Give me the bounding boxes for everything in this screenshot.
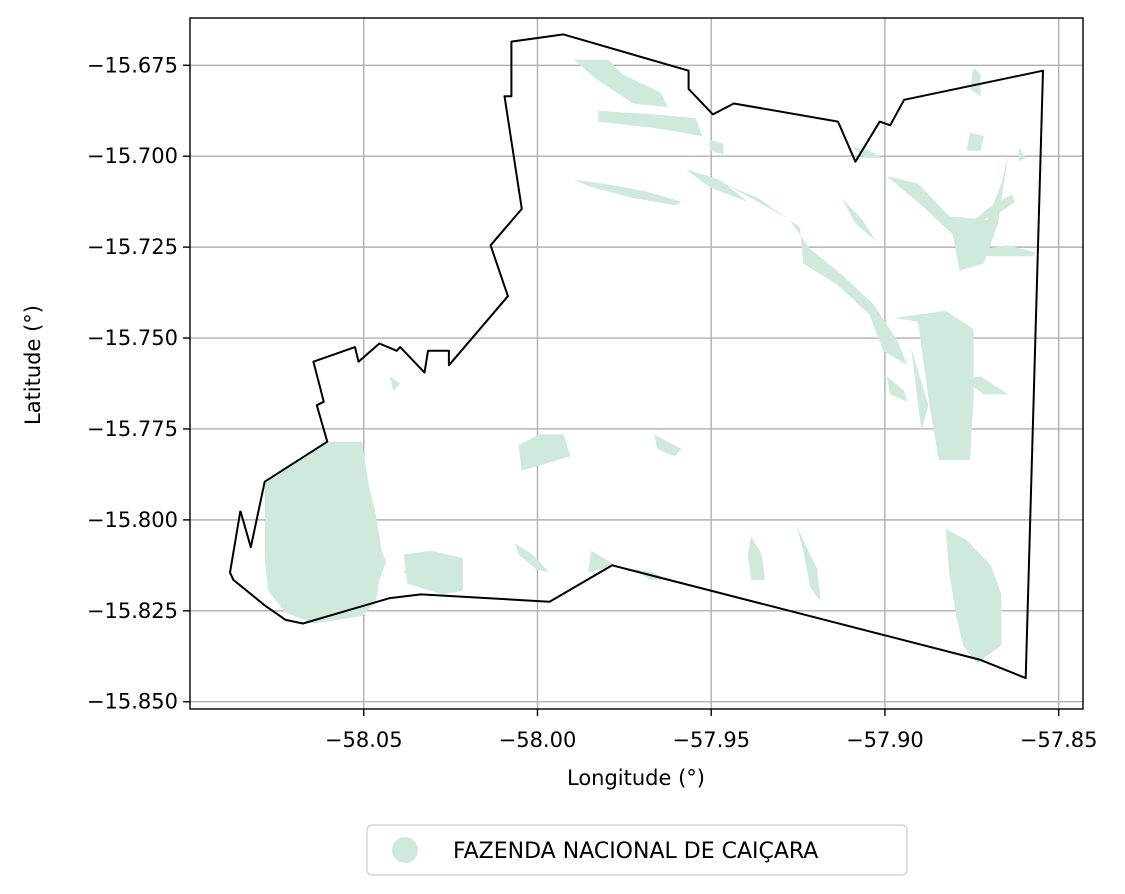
conservation-area-patch <box>963 376 1009 395</box>
conservation-area-patch <box>970 67 981 97</box>
boundary-line <box>229 33 1044 680</box>
conservation-area-patch <box>598 110 703 137</box>
y-tick-label: −15.725 <box>87 235 178 259</box>
conservation-area-patch <box>886 376 908 402</box>
y-tick-label: −15.775 <box>87 417 178 441</box>
legend: FAZENDA NACIONAL DE CAIÇARA <box>366 824 908 876</box>
conservation-area-polygons <box>264 59 1037 664</box>
conservation-area-patch <box>841 198 877 242</box>
y-axis-title: Latitude (°) <box>21 305 45 425</box>
conservation-area-patch <box>886 125 1016 271</box>
conservation-area-patch <box>970 194 1016 224</box>
conservation-area-patch <box>893 310 974 460</box>
conservation-area-patch <box>851 147 884 158</box>
conservation-area-patch <box>365 529 387 580</box>
conservation-area-patch <box>911 347 929 431</box>
x-tick-label: −57.95 <box>672 728 750 752</box>
y-tick-label: −15.700 <box>87 144 178 168</box>
conservation-area-patch <box>403 550 463 595</box>
conservation-area-patch <box>264 441 383 624</box>
x-tick-label: −57.90 <box>846 728 924 752</box>
conservation-area-patch <box>587 550 616 573</box>
y-tick-label: −15.750 <box>87 326 178 350</box>
conservation-area-patch <box>518 434 571 471</box>
y-tick-label: −15.825 <box>87 599 178 623</box>
legend-marker <box>392 837 418 863</box>
conservation-area-patch <box>723 183 908 366</box>
conservation-area-patch <box>313 594 335 609</box>
legend-label: FAZENDA NACIONAL DE CAIÇARA <box>453 839 818 864</box>
x-axis-title: Longitude (°) <box>567 766 705 790</box>
conservation-area-patch <box>403 561 425 580</box>
x-axis-ticks: −58.05 −58.00 −57.95 −57.90 −57.85 <box>325 709 1098 752</box>
conservation-area-patch <box>514 543 550 573</box>
x-tick-label: −58.00 <box>499 728 577 752</box>
conservation-area-patch <box>685 168 748 202</box>
conservation-area-patch <box>389 376 401 391</box>
conservation-area-patch <box>945 529 1002 664</box>
y-axis-ticks: −15.675 −15.700 −15.725 −15.750 −15.775 −15.8… <box>87 53 190 714</box>
y-tick-label: −15.675 <box>87 53 178 77</box>
municipality-boundary <box>229 33 1044 680</box>
y-tick-label: −15.800 <box>87 508 178 532</box>
conservation-area-patch <box>653 434 682 457</box>
x-tick-label: −58.05 <box>325 728 403 752</box>
conservation-area-patch <box>747 536 766 580</box>
conservation-area-patch <box>984 245 1037 257</box>
y-tick-label: −15.850 <box>87 690 178 714</box>
plot-frame <box>189 17 1084 710</box>
conservation-area-patch <box>574 59 668 108</box>
conservation-area-patch <box>1018 147 1026 162</box>
legend-frame <box>366 824 908 876</box>
x-tick-label: −57.85 <box>1020 728 1098 752</box>
conservation-area-patch <box>709 139 724 155</box>
conservation-area-patch <box>574 179 682 206</box>
conservation-area-patch <box>966 132 984 151</box>
conservation-area-patch <box>796 525 821 602</box>
